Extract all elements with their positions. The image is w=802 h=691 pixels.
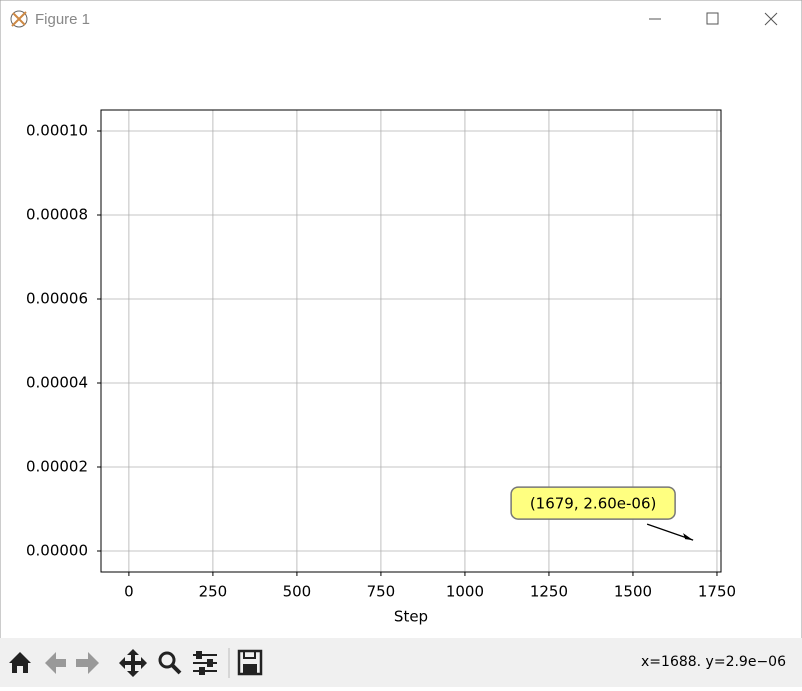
y-tick-label: 0.00006 xyxy=(26,290,88,308)
y-tick-label: 0.00002 xyxy=(26,458,88,476)
back-button[interactable] xyxy=(45,652,66,674)
forward-button[interactable] xyxy=(76,652,99,674)
x-tick-label: 1750 xyxy=(698,583,736,601)
plot: 0 250 500 750 1000 1250 1500 1750 0.00000 0.00002… xyxy=(26,109,736,626)
x-tick-label: 750 xyxy=(367,583,396,601)
close-button[interactable] xyxy=(764,12,778,26)
configure-button[interactable] xyxy=(193,651,217,675)
save-button[interactable] xyxy=(237,649,263,676)
x-tick-label: 250 xyxy=(199,583,228,601)
x-tick-label: 1500 xyxy=(614,583,652,601)
y-tick-label: 0.00004 xyxy=(26,374,88,392)
x-tick-label: 0 xyxy=(124,583,134,601)
x-tick-label: 1000 xyxy=(446,583,484,601)
y-tick-label: 0.00008 xyxy=(26,206,88,224)
x-tick-label: 500 xyxy=(283,583,312,601)
x-axis-label: Step xyxy=(394,608,428,626)
pan-button[interactable] xyxy=(119,649,147,677)
status-coordinates: x=1688. y=2.9e−06 xyxy=(641,654,786,670)
y-tick-label: 0.00000 xyxy=(26,542,88,560)
annotation-arrowhead xyxy=(683,533,694,541)
annotation-box xyxy=(510,486,676,520)
axes-frame xyxy=(100,109,722,573)
window-title: Figure 1 xyxy=(35,11,90,28)
app-icon xyxy=(10,10,28,28)
x-tick-label: 1250 xyxy=(530,583,568,601)
annotation-text: (1679, 2.60e-06) xyxy=(530,495,657,513)
y-tick-label: 0.00010 xyxy=(26,122,88,140)
maximize-button[interactable] xyxy=(706,12,719,25)
home-button[interactable] xyxy=(9,652,31,673)
zoom-button[interactable] xyxy=(158,651,182,675)
